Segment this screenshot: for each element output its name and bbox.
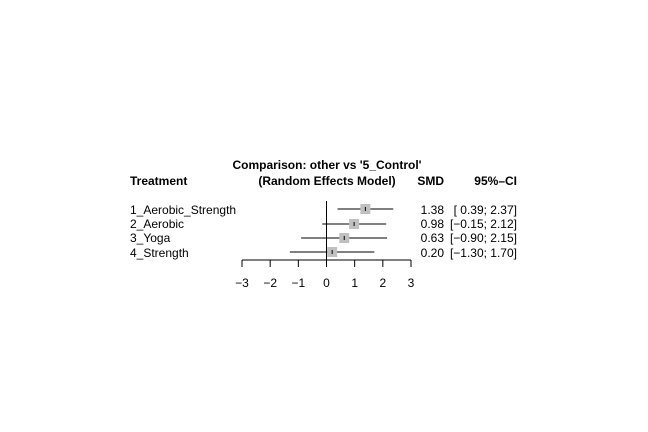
row-label: 2_Aerobic (130, 217, 184, 231)
row-smd-value: 0.98 (421, 217, 445, 231)
row-ci-value: [−0.90; 2.15] (450, 231, 517, 245)
column-header-ci: 95%–CI (474, 174, 517, 188)
plot-subtitle: (Random Effects Model) (258, 174, 395, 188)
row-ci-value: [−0.15; 2.12] (450, 217, 517, 231)
column-header-smd: SMD (417, 174, 444, 188)
x-tick-label: −1 (291, 276, 305, 290)
row-smd-value: 1.38 (421, 203, 445, 217)
column-header-treatment: Treatment (130, 174, 187, 188)
row-ci-value: [ 0.39; 2.37] (454, 203, 517, 217)
x-tick-label: 3 (408, 276, 415, 290)
x-tick-label: −3 (235, 276, 249, 290)
row-ci-value: [−1.30; 1.70] (450, 246, 517, 260)
row-label: 4_Strength (130, 246, 189, 260)
row-smd-value: 0.20 (421, 246, 445, 260)
row-smd-value: 0.63 (421, 231, 445, 245)
x-tick-label: 2 (379, 276, 386, 290)
x-tick-label: 1 (351, 276, 358, 290)
plot-marks (289, 201, 394, 260)
row-label: 3_Yoga (130, 231, 171, 245)
x-tick-label: 0 (323, 276, 330, 290)
plot-title: Comparison: other vs '5_Control' (232, 158, 421, 172)
x-axis: −3 −2 −1 0 1 2 3 (235, 259, 415, 290)
x-tick-label: −2 (263, 276, 277, 290)
row-label: 1_Aerobic_Strength (130, 203, 236, 217)
